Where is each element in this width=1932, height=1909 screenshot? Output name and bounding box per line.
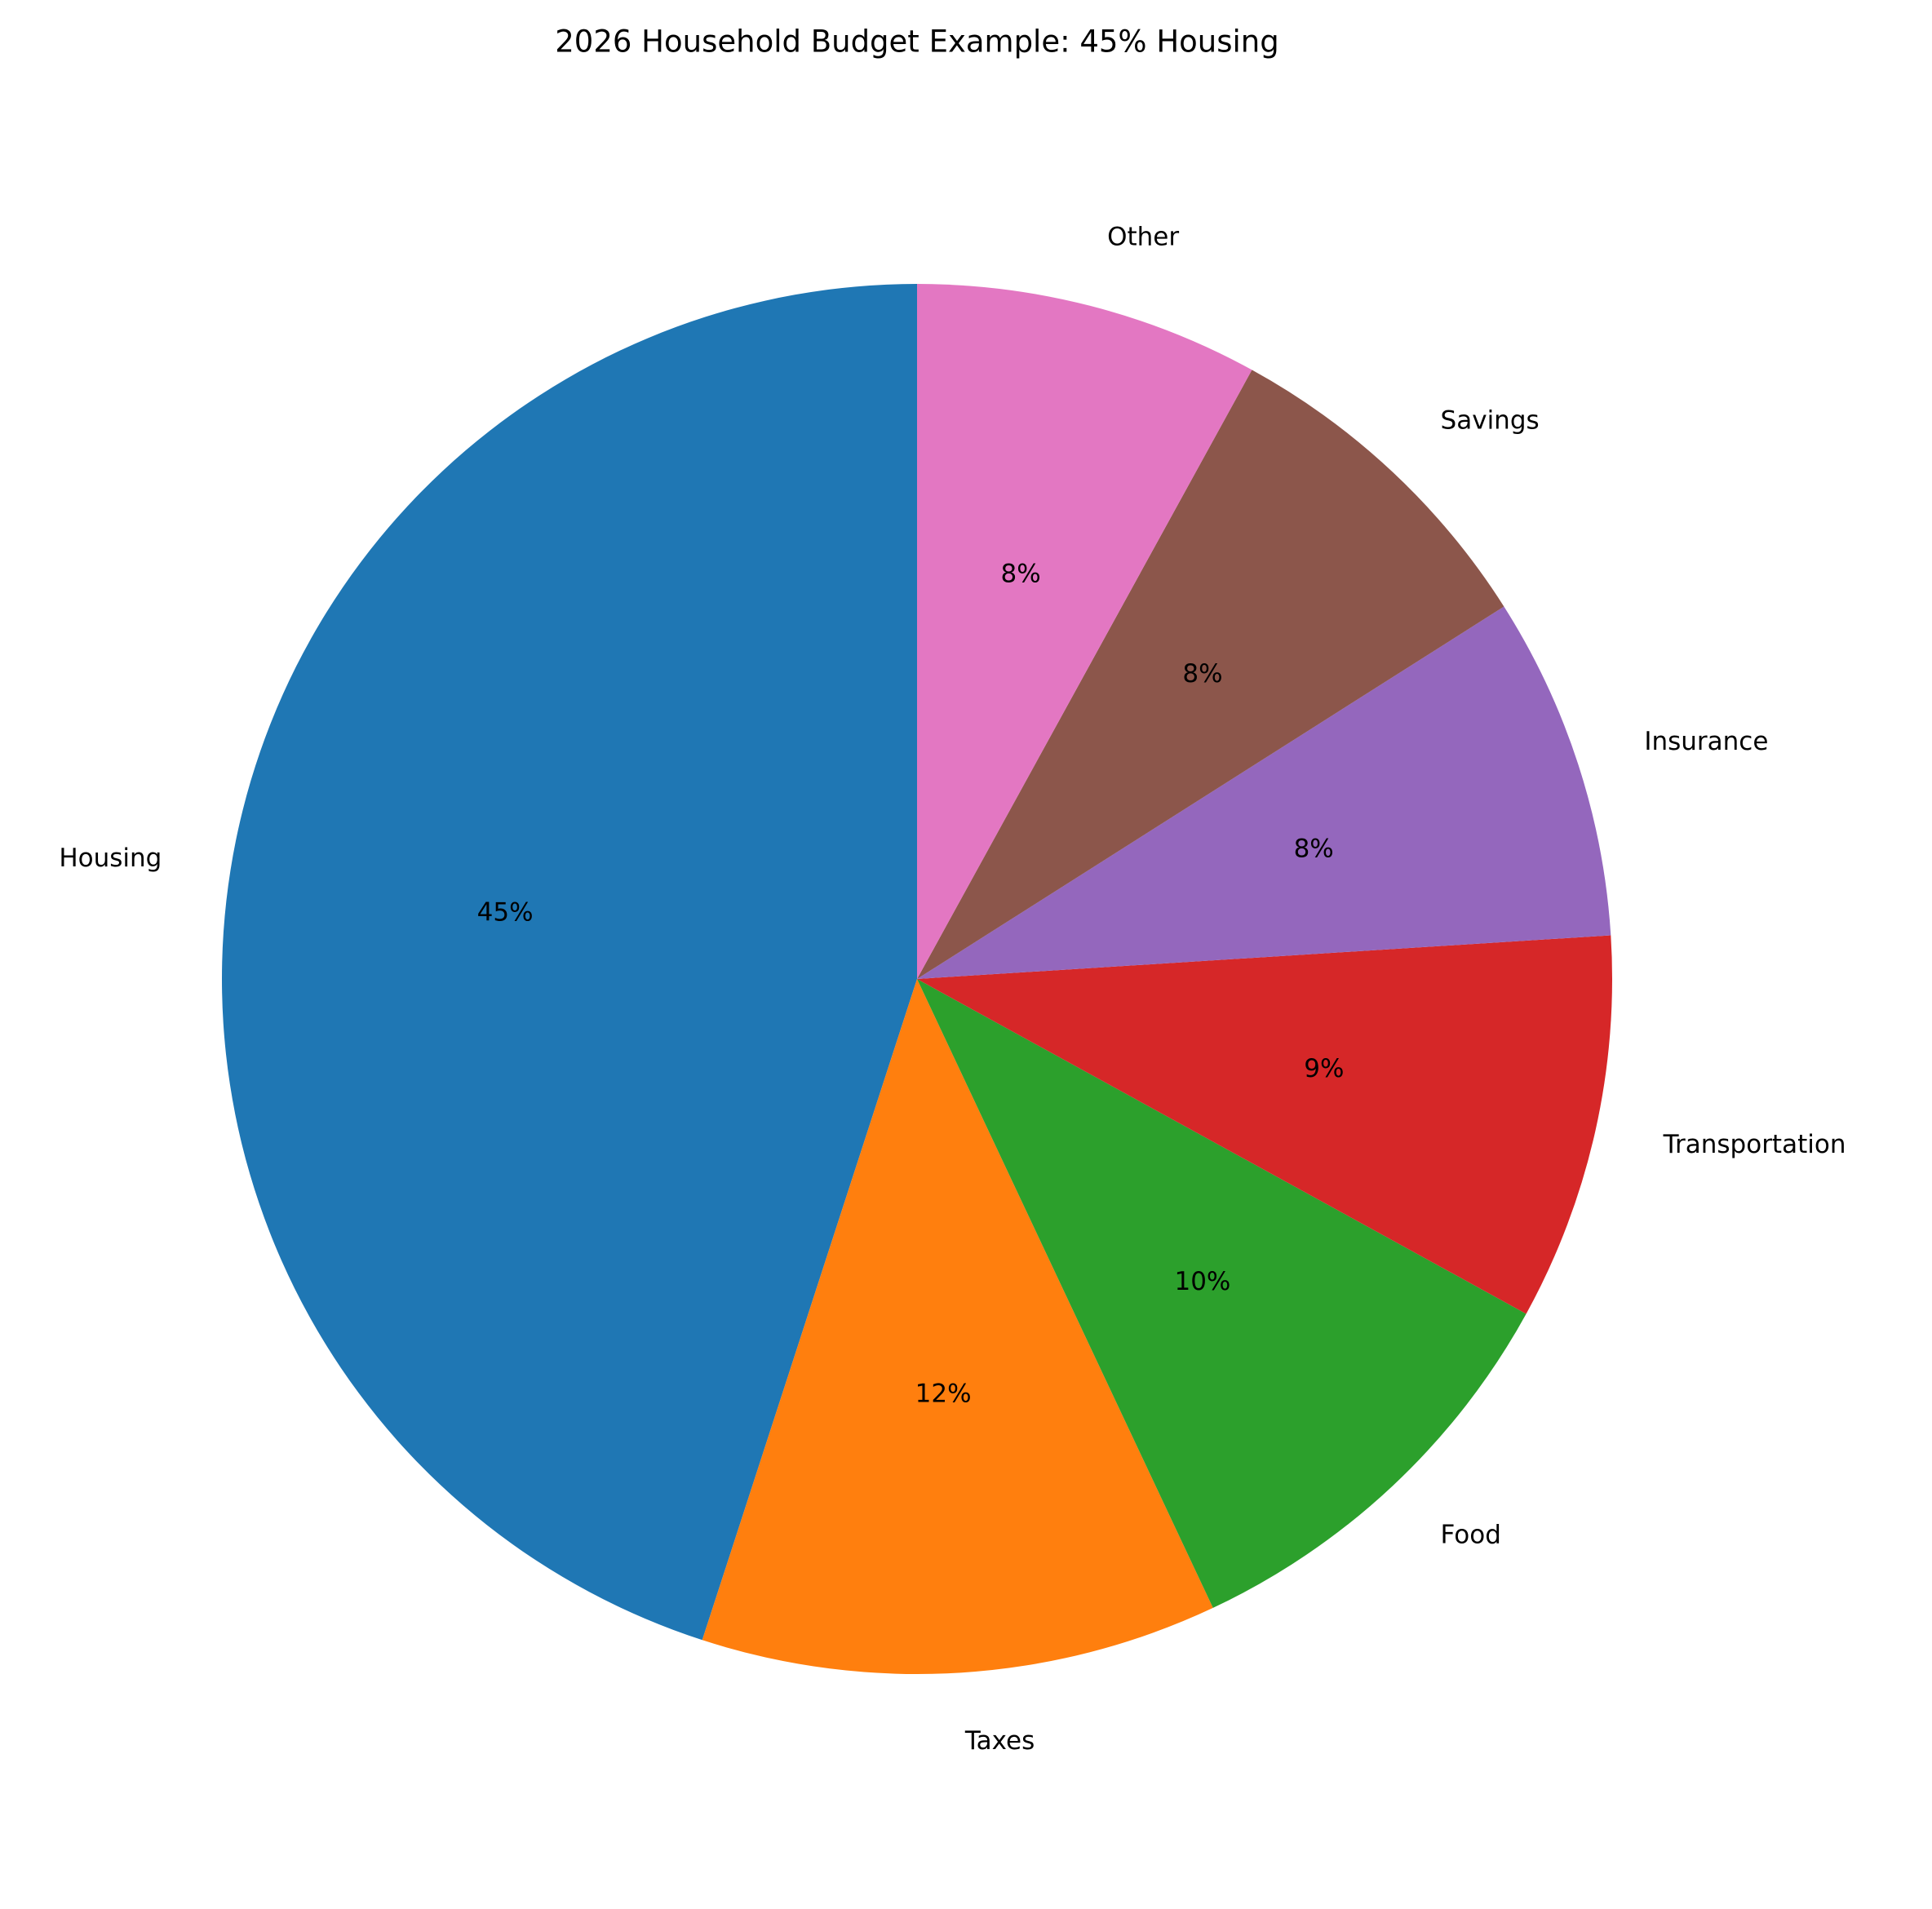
pie-slice bbox=[917, 284, 1252, 979]
value-label: 9% bbox=[1304, 1054, 1344, 1083]
value-label: 45% bbox=[477, 898, 534, 928]
slice-label: Housing bbox=[59, 844, 162, 873]
slice-label: Taxes bbox=[964, 1726, 1035, 1756]
pie-slice bbox=[221, 284, 917, 1641]
value-label: 8% bbox=[1001, 559, 1041, 588]
pie-slice bbox=[917, 370, 1504, 979]
slice-label: Transportation bbox=[1663, 1130, 1846, 1159]
slice-label: Other bbox=[1107, 223, 1179, 252]
value-label: 8% bbox=[1182, 659, 1222, 689]
chart-title: 2026 Household Budget Example: 45% Housi… bbox=[555, 24, 1278, 60]
slice-label: Food bbox=[1441, 1521, 1501, 1550]
pie-slice bbox=[917, 979, 1527, 1608]
value-label: 10% bbox=[1174, 1267, 1230, 1296]
slice-label: Savings bbox=[1441, 405, 1540, 435]
pie-slice bbox=[917, 606, 1611, 979]
pie-slice bbox=[917, 935, 1612, 1314]
slice-label: Insurance bbox=[1644, 727, 1768, 756]
pie-slice bbox=[702, 979, 1213, 1674]
value-label: 8% bbox=[1294, 835, 1334, 864]
value-label: 12% bbox=[915, 1380, 972, 1409]
